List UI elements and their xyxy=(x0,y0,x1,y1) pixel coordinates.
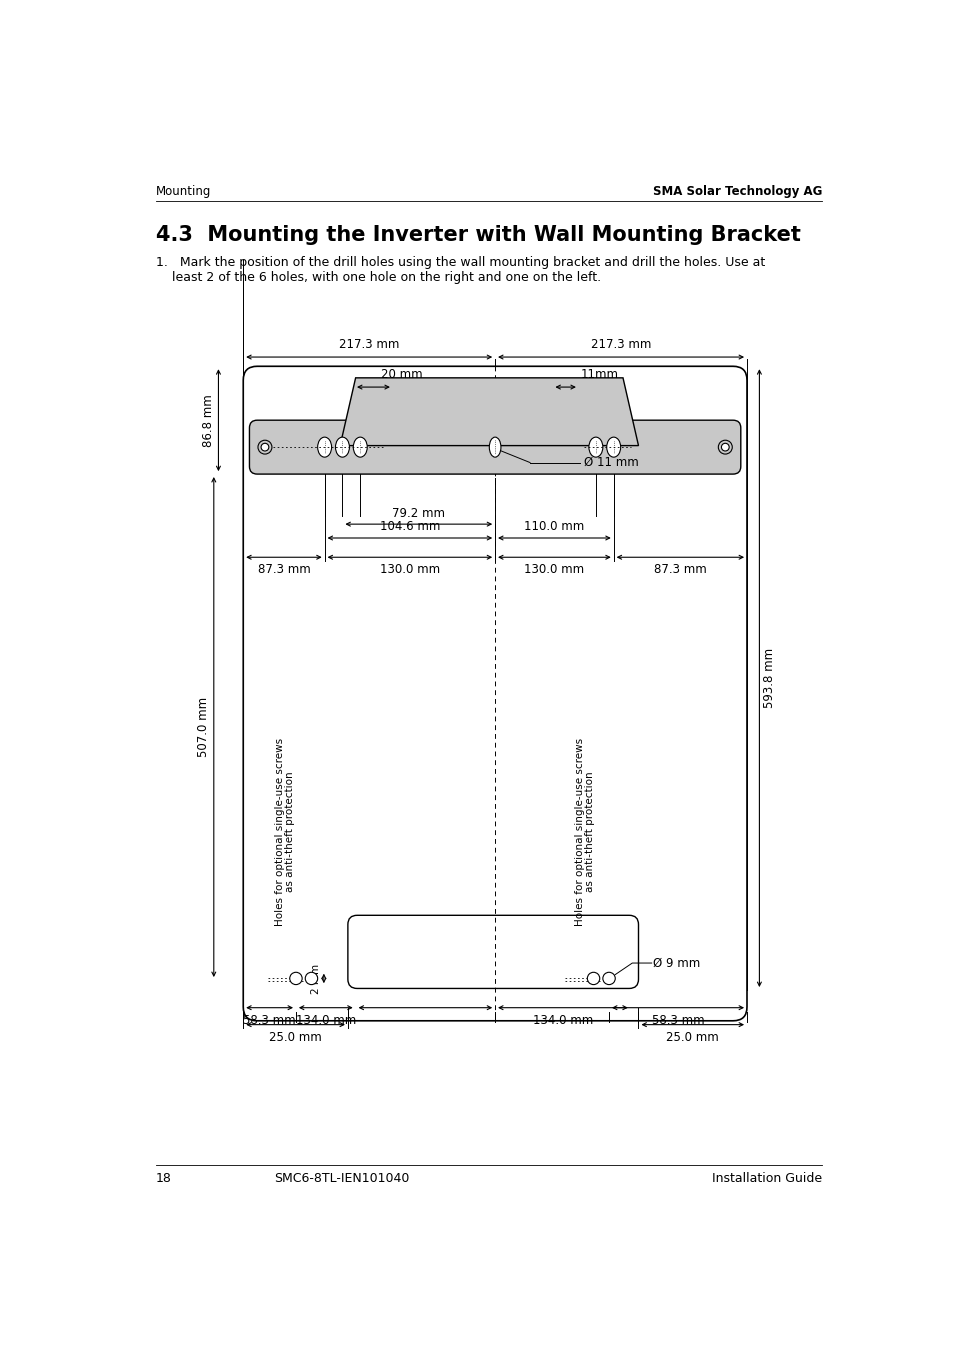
Circle shape xyxy=(261,443,269,452)
Text: 593.8 mm: 593.8 mm xyxy=(762,648,776,708)
Text: Holes for optional single-use screws: Holes for optional single-use screws xyxy=(275,738,285,926)
Circle shape xyxy=(720,443,728,452)
Text: 18: 18 xyxy=(155,1172,172,1186)
Text: Ø 11 mm: Ø 11 mm xyxy=(583,456,639,469)
Text: 2 mm: 2 mm xyxy=(311,964,320,994)
Ellipse shape xyxy=(335,437,349,457)
Text: 507.0 mm: 507.0 mm xyxy=(196,698,210,757)
Circle shape xyxy=(718,441,732,454)
Text: 87.3 mm: 87.3 mm xyxy=(654,564,706,576)
Text: 1.   Mark the position of the drill holes using the wall mounting bracket and dr: 1. Mark the position of the drill holes … xyxy=(155,256,764,269)
Text: 134.0 mm: 134.0 mm xyxy=(533,1014,593,1028)
Text: Holes for optional single-use screws: Holes for optional single-use screws xyxy=(575,738,585,926)
Text: Ø 9 mm: Ø 9 mm xyxy=(653,957,700,969)
Text: 217.3 mm: 217.3 mm xyxy=(590,338,651,352)
Text: 58.3 mm: 58.3 mm xyxy=(651,1014,703,1028)
Text: 58.3 mm: 58.3 mm xyxy=(243,1014,295,1028)
Text: 217.3 mm: 217.3 mm xyxy=(338,338,399,352)
Text: 20 mm: 20 mm xyxy=(381,368,422,381)
Polygon shape xyxy=(340,377,638,446)
Text: 25.0 mm: 25.0 mm xyxy=(666,1030,719,1044)
Circle shape xyxy=(257,441,272,454)
Ellipse shape xyxy=(489,437,500,457)
Text: Installation Guide: Installation Guide xyxy=(711,1172,821,1186)
Text: as anti-theft protection: as anti-theft protection xyxy=(284,772,294,892)
Circle shape xyxy=(305,972,317,984)
Text: least 2 of the 6 holes, with one hole on the right and one on the left.: least 2 of the 6 holes, with one hole on… xyxy=(172,270,600,284)
Circle shape xyxy=(602,972,615,984)
Text: 130.0 mm: 130.0 mm xyxy=(524,564,584,576)
Text: 11mm: 11mm xyxy=(580,368,618,381)
Text: 79.2 mm: 79.2 mm xyxy=(392,507,445,519)
Text: SMC6-8TL-IEN101040: SMC6-8TL-IEN101040 xyxy=(274,1172,409,1186)
Text: 25.0 mm: 25.0 mm xyxy=(269,1030,321,1044)
Text: 134.0 mm: 134.0 mm xyxy=(295,1014,355,1028)
Ellipse shape xyxy=(606,437,620,457)
Circle shape xyxy=(587,972,599,984)
Text: 104.6 mm: 104.6 mm xyxy=(379,521,439,534)
Ellipse shape xyxy=(317,437,332,457)
Text: as anti-theft protection: as anti-theft protection xyxy=(584,772,594,892)
FancyBboxPatch shape xyxy=(249,420,740,475)
Text: 4.3  Mounting the Inverter with Wall Mounting Bracket: 4.3 Mounting the Inverter with Wall Moun… xyxy=(155,226,800,245)
Text: 130.0 mm: 130.0 mm xyxy=(379,564,439,576)
Ellipse shape xyxy=(588,437,602,457)
Circle shape xyxy=(290,972,302,984)
Text: 86.8 mm: 86.8 mm xyxy=(201,393,214,446)
Text: 110.0 mm: 110.0 mm xyxy=(524,521,584,534)
Text: SMA Solar Technology AG: SMA Solar Technology AG xyxy=(652,185,821,199)
Ellipse shape xyxy=(353,437,367,457)
Text: Mounting: Mounting xyxy=(155,185,211,199)
Text: 87.3 mm: 87.3 mm xyxy=(257,564,310,576)
